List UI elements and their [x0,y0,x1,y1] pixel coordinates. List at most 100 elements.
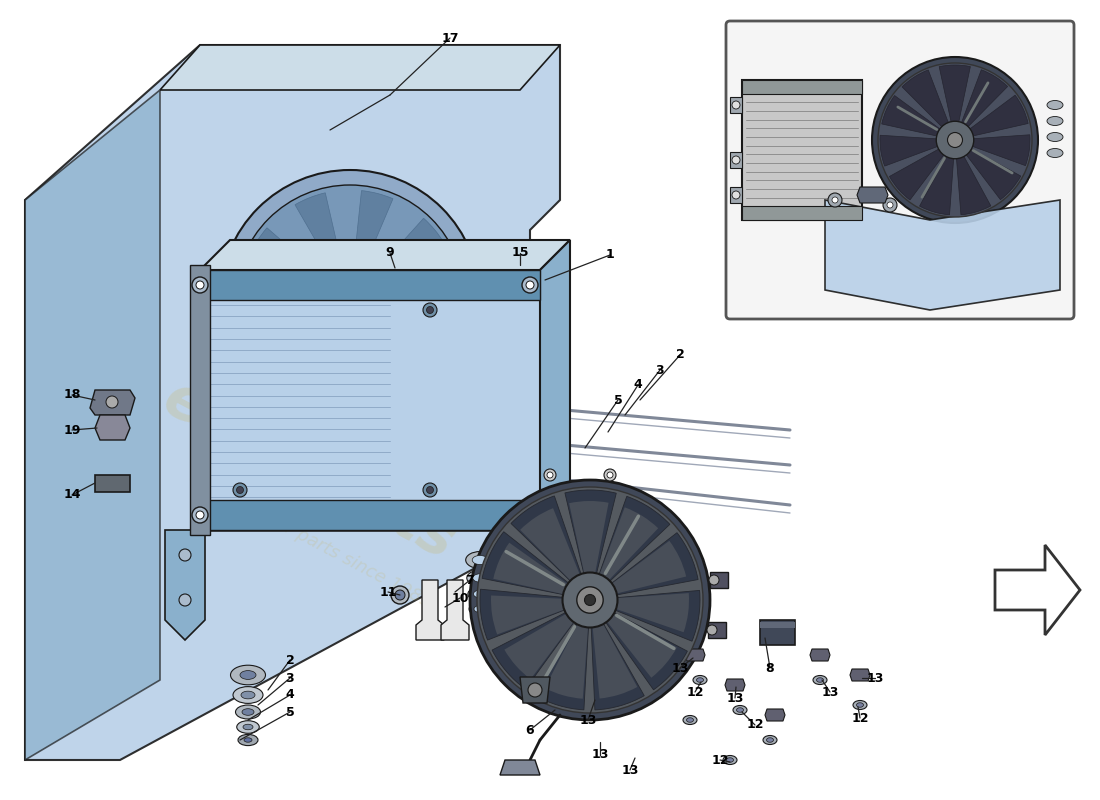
Ellipse shape [236,721,260,734]
Ellipse shape [472,555,487,565]
Text: 3: 3 [656,363,664,377]
Wedge shape [590,507,658,600]
Ellipse shape [240,670,256,679]
Wedge shape [350,300,405,407]
FancyBboxPatch shape [726,21,1074,319]
Ellipse shape [241,691,255,699]
Wedge shape [590,533,698,600]
Circle shape [470,480,710,720]
Wedge shape [890,140,955,200]
Polygon shape [500,760,540,775]
Polygon shape [165,530,205,640]
Wedge shape [939,65,970,140]
Circle shape [547,472,553,478]
Polygon shape [710,572,728,588]
Ellipse shape [243,724,253,730]
Circle shape [196,281,204,289]
Text: 4: 4 [634,378,642,391]
Polygon shape [95,475,130,492]
Text: 12: 12 [712,754,728,766]
Circle shape [878,63,1032,217]
Circle shape [607,472,613,478]
Polygon shape [825,200,1060,310]
Wedge shape [350,218,444,300]
Text: 12: 12 [746,718,763,731]
Wedge shape [920,140,955,215]
Polygon shape [520,677,550,703]
Polygon shape [725,679,745,691]
Polygon shape [190,265,210,535]
Ellipse shape [474,606,486,613]
Circle shape [526,511,534,519]
Circle shape [390,586,409,604]
Text: 13: 13 [726,691,744,705]
Polygon shape [730,152,743,168]
Polygon shape [996,545,1080,635]
Ellipse shape [242,709,254,715]
Circle shape [424,303,437,317]
Text: 13: 13 [822,686,838,698]
Text: 5: 5 [286,706,295,718]
Circle shape [477,487,703,713]
Text: 12: 12 [686,686,704,698]
Circle shape [192,507,208,523]
Ellipse shape [737,708,744,712]
Ellipse shape [1047,149,1063,158]
Ellipse shape [1047,133,1063,142]
Circle shape [732,101,740,109]
Circle shape [562,573,617,627]
Ellipse shape [473,590,486,598]
Wedge shape [590,600,645,710]
Polygon shape [685,649,705,661]
Wedge shape [590,590,700,642]
Polygon shape [200,500,540,530]
Wedge shape [504,600,590,679]
Polygon shape [160,45,560,90]
Text: 4: 4 [286,689,295,702]
Text: 22: 22 [854,30,871,43]
Wedge shape [569,501,608,600]
Wedge shape [520,508,590,600]
Text: 17: 17 [441,31,459,45]
Wedge shape [955,140,991,214]
Ellipse shape [686,718,693,722]
Polygon shape [810,649,830,661]
Text: 13: 13 [867,671,883,685]
Wedge shape [955,95,1028,140]
Wedge shape [535,600,590,710]
Wedge shape [955,134,1030,166]
Circle shape [828,193,842,207]
Text: 12: 12 [851,711,869,725]
Ellipse shape [816,678,824,682]
Wedge shape [882,95,955,140]
Circle shape [947,133,962,147]
Ellipse shape [813,675,827,685]
Text: 2: 2 [675,349,684,362]
Circle shape [528,683,542,697]
Circle shape [883,198,896,212]
Ellipse shape [696,678,704,682]
Circle shape [732,156,740,164]
Wedge shape [295,193,350,300]
Polygon shape [742,80,862,220]
Wedge shape [955,70,1008,140]
Circle shape [192,277,208,293]
Wedge shape [307,300,350,410]
Wedge shape [590,496,670,600]
Wedge shape [544,600,590,698]
Circle shape [427,486,433,494]
Circle shape [707,625,717,635]
Wedge shape [480,589,590,640]
Ellipse shape [852,701,867,710]
Wedge shape [250,228,350,300]
Wedge shape [492,600,590,689]
Text: 8: 8 [766,662,774,674]
Wedge shape [955,140,1021,200]
Text: 13: 13 [580,714,596,726]
Ellipse shape [238,734,258,746]
Ellipse shape [693,675,707,685]
Polygon shape [764,709,785,721]
Ellipse shape [767,738,773,742]
Wedge shape [565,490,616,600]
Ellipse shape [726,758,734,762]
